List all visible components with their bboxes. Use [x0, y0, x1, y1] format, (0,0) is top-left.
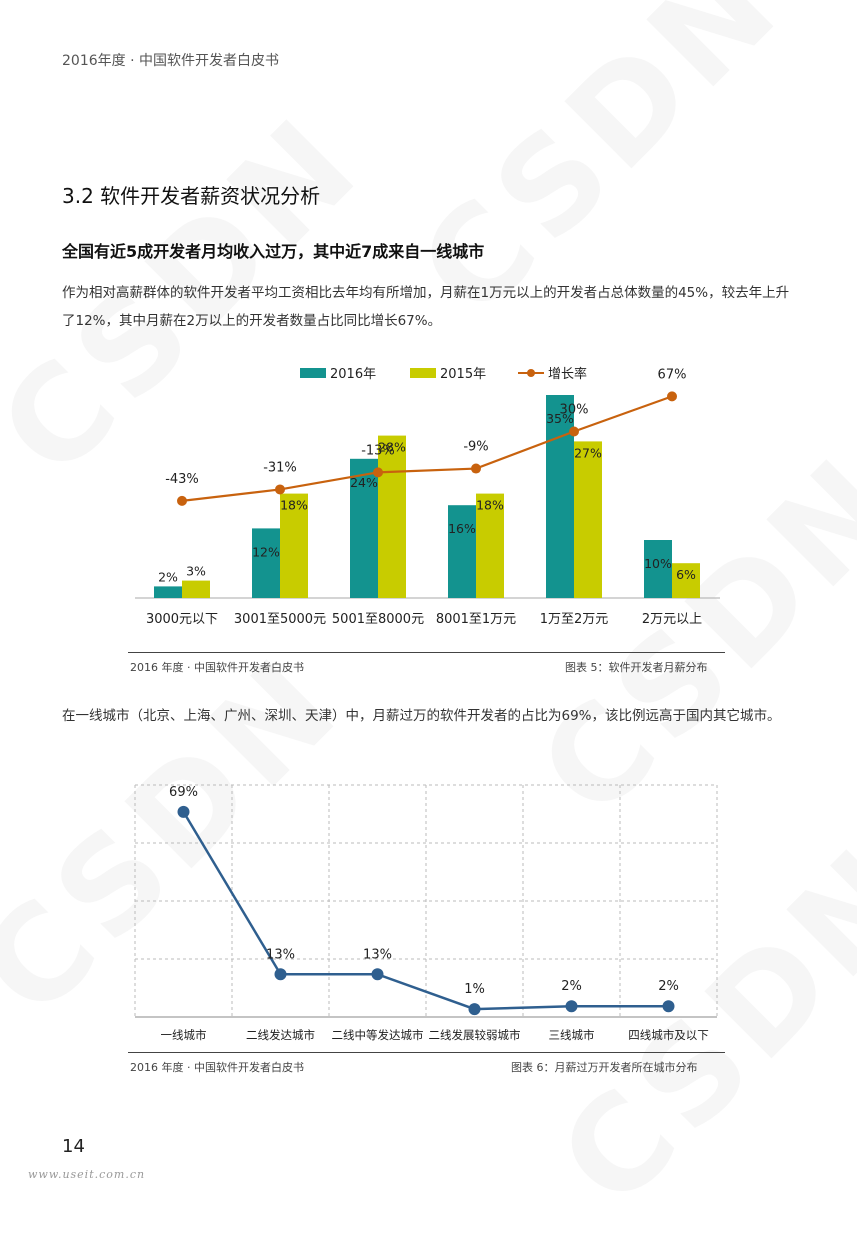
x-tick-label: 二线中等发达城市 — [332, 1028, 424, 1042]
data-label: 13% — [266, 947, 295, 962]
data-label: 13% — [363, 947, 392, 962]
data-label-2016: 35% — [546, 411, 574, 426]
data-label-2015: 6% — [676, 567, 696, 582]
growth-label: 67% — [658, 367, 687, 382]
bar-2016 — [546, 395, 574, 598]
paragraph-cities: 在一线城市（北京、上海、广州、深圳、天津）中，月薪过万的软件开发者的占比为69%… — [62, 708, 781, 724]
section-title: 3.2 软件开发者薪资状况分析 — [62, 184, 321, 208]
bar-2016 — [252, 528, 280, 598]
growth-point — [373, 467, 383, 478]
legend-swatch — [300, 368, 326, 378]
page-number: 14 — [62, 1136, 85, 1157]
legend-label: 2015年 — [440, 367, 486, 382]
bar-2016 — [154, 586, 182, 598]
bar-2016 — [448, 505, 476, 598]
caption-source: 2016 年度 · 中国软件开发者白皮书 — [130, 1061, 304, 1074]
x-tick-label: 1万至2万元 — [540, 612, 609, 627]
growth-point — [667, 391, 677, 402]
growth-label: -31% — [263, 460, 297, 475]
data-label: 1% — [464, 982, 485, 997]
caption-source: 2016 年度 · 中国软件开发者白皮书 — [130, 661, 304, 674]
data-point — [565, 1000, 578, 1013]
data-label-2016: 10% — [644, 556, 672, 571]
x-tick-label: 二线发展较弱城市 — [429, 1028, 521, 1042]
data-point — [468, 1003, 481, 1016]
data-point — [177, 805, 190, 818]
legend-swatch — [410, 368, 436, 378]
data-label-2015: 28% — [378, 440, 406, 455]
bar-2015 — [672, 563, 700, 598]
data-point — [662, 1000, 675, 1013]
data-point — [371, 968, 384, 981]
data-label-2016: 12% — [252, 544, 280, 559]
bar-2015 — [476, 493, 504, 598]
x-tick-label: 5001至8000元 — [332, 612, 424, 627]
data-label-2015: 27% — [574, 445, 602, 460]
x-tick-label: 2万元以上 — [642, 612, 702, 627]
legend-label: 增长率 — [548, 366, 587, 382]
legend-marker — [527, 369, 535, 377]
paragraph-salary: 作为相对高薪群体的软件开发者平均工资相比去年均有所增加，月薪在1万元以上的开发者… — [62, 285, 790, 329]
bar-2015 — [182, 580, 210, 598]
city-distribution-chart: 69% 一线城市 13% 二线发达城市 13% 二线中等发达城市 1% 二线发展较弱城市 2% 三… — [134, 784, 718, 1042]
caption-title: 图表 6：月薪过万开发者所在城市分布 — [511, 1061, 698, 1074]
bar-2016 — [350, 458, 378, 598]
bar-2015 — [574, 441, 602, 598]
bar-2016 — [644, 540, 672, 598]
data-label-2015: 18% — [280, 498, 308, 513]
series-line — [182, 811, 669, 1011]
growth-point — [275, 484, 285, 495]
data-label-2016: 2% — [158, 569, 178, 584]
growth-point — [177, 495, 187, 506]
page-header: 2016年度 · 中国软件开发者白皮书 — [62, 53, 279, 69]
x-tick-label: 二线发达城市 — [246, 1028, 315, 1042]
data-label-2015: 3% — [186, 564, 206, 579]
data-label-2016: 16% — [448, 521, 476, 536]
bar-2015 — [378, 435, 406, 598]
growth-label: -43% — [165, 472, 199, 487]
growth-label: 30% — [560, 403, 589, 418]
data-label-2016: 24% — [350, 475, 378, 490]
caption-divider — [128, 1052, 725, 1053]
data-label-2015: 18% — [476, 498, 504, 513]
x-tick-label: 四线城市及以下 — [628, 1028, 709, 1042]
data-point — [274, 968, 287, 981]
growth-label: -9% — [463, 440, 488, 455]
salary-distribution-chart: 2016年 2015年 增长率 2% 3% 3000元以下 12% 18% 3001至5000元… — [135, 366, 720, 627]
caption-divider — [128, 652, 725, 653]
x-tick-label: 3001至5000元 — [234, 612, 326, 627]
growth-label: -13% — [361, 443, 395, 458]
legend-label: 2016年 — [330, 367, 376, 382]
data-label: 2% — [561, 979, 582, 994]
data-label: 2% — [658, 979, 679, 994]
growth-point — [569, 426, 579, 437]
growth-point — [471, 463, 481, 474]
growth-line — [181, 395, 673, 502]
subheading: 全国有近5成开发者月均收入过万，其中近7成来自一线城市 — [62, 242, 485, 261]
x-tick-label: 3000元以下 — [146, 612, 218, 627]
data-label: 69% — [169, 785, 198, 800]
bar-2015 — [280, 493, 308, 598]
x-tick-label: 8001至1万元 — [436, 612, 516, 627]
caption-title: 图表 5：软件开发者月薪分布 — [565, 661, 708, 674]
x-tick-label: 三线城市 — [549, 1028, 595, 1042]
footer-url: www.useit.com.cn — [28, 1168, 146, 1181]
x-tick-label: 一线城市 — [161, 1028, 207, 1042]
